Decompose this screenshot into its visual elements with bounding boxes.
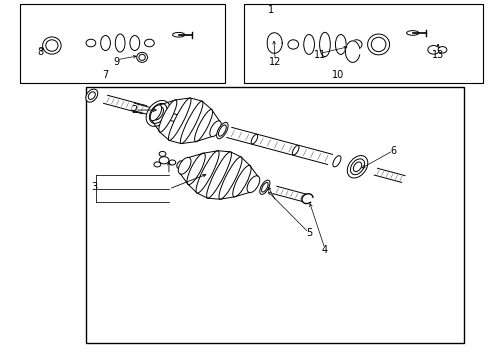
Ellipse shape [146,100,170,126]
Circle shape [168,160,175,165]
Ellipse shape [178,157,191,174]
Ellipse shape [144,39,154,47]
Text: 11: 11 [313,50,325,60]
Ellipse shape [159,100,177,132]
Circle shape [154,162,161,167]
Text: 10: 10 [331,70,344,80]
Ellipse shape [319,32,330,57]
Bar [20,4,224,83]
Ellipse shape [177,161,183,168]
Ellipse shape [335,35,346,54]
Ellipse shape [350,159,364,175]
Text: 4: 4 [321,245,327,255]
Text: 7: 7 [102,70,108,80]
Ellipse shape [287,40,298,49]
Bar [244,4,483,83]
Ellipse shape [209,121,221,137]
Ellipse shape [406,31,418,35]
Ellipse shape [194,109,212,142]
Ellipse shape [139,54,145,60]
Ellipse shape [186,153,205,185]
Ellipse shape [370,37,385,51]
Text: 13: 13 [431,50,443,60]
Ellipse shape [101,36,110,50]
Text: 2: 2 [131,105,138,115]
Ellipse shape [218,125,226,136]
Text: 1: 1 [268,5,274,15]
Ellipse shape [180,101,203,144]
Ellipse shape [42,37,61,54]
Polygon shape [345,41,359,62]
Ellipse shape [332,156,340,167]
Ellipse shape [367,34,389,55]
Ellipse shape [137,52,147,62]
Ellipse shape [219,157,242,199]
Text: 3: 3 [91,182,97,192]
Circle shape [437,46,446,53]
Bar [86,87,463,343]
Ellipse shape [149,103,167,123]
Ellipse shape [46,40,58,51]
Ellipse shape [350,40,361,49]
Ellipse shape [115,34,125,52]
Circle shape [159,157,168,164]
Text: 8: 8 [38,46,43,57]
Ellipse shape [303,35,314,54]
Ellipse shape [251,134,257,144]
Ellipse shape [261,183,267,192]
Ellipse shape [259,180,269,194]
Ellipse shape [88,92,95,99]
Ellipse shape [153,107,163,120]
Ellipse shape [292,145,298,155]
Ellipse shape [246,176,259,193]
Circle shape [159,152,165,157]
Ellipse shape [150,105,162,121]
Text: 9: 9 [113,57,119,67]
Ellipse shape [206,152,231,198]
Ellipse shape [196,151,219,193]
Circle shape [427,45,439,54]
Ellipse shape [346,156,367,178]
Ellipse shape [172,32,184,37]
Ellipse shape [232,165,250,197]
Polygon shape [266,33,282,53]
Ellipse shape [216,122,228,139]
Ellipse shape [130,36,140,50]
Ellipse shape [86,89,98,102]
Ellipse shape [353,162,361,172]
Text: 12: 12 [268,57,281,67]
Ellipse shape [168,98,191,140]
Text: 5: 5 [305,228,311,238]
Ellipse shape [86,39,96,47]
Text: 6: 6 [389,145,395,156]
